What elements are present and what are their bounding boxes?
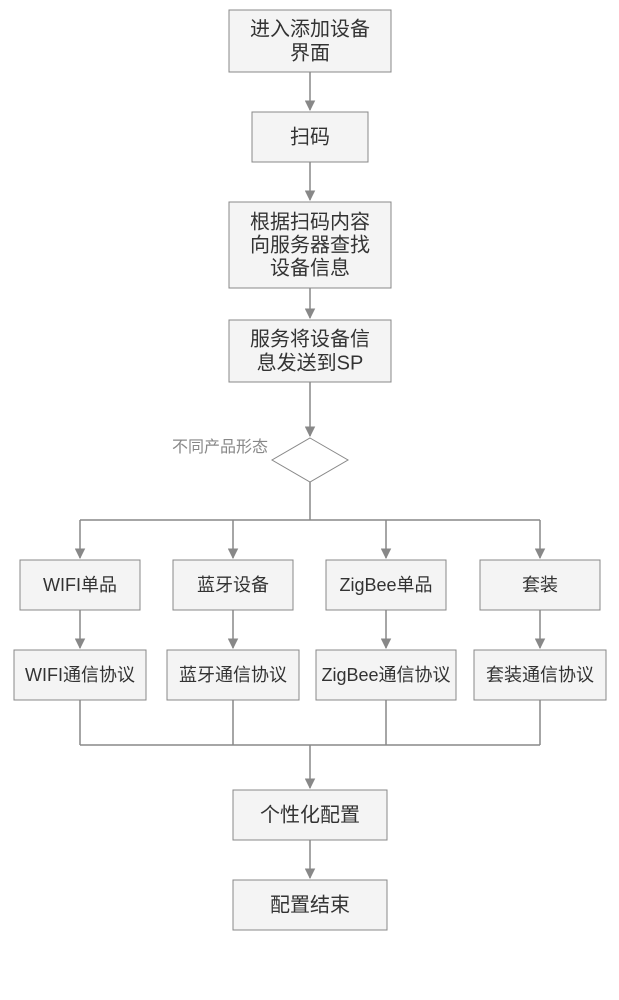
decision-label: 不同产品形态: [172, 438, 268, 456]
node-zigbee-protocol: ZigBee通信协议: [316, 650, 456, 700]
node-kit-device: 套装: [480, 560, 600, 610]
node-label: 配置结束: [270, 893, 350, 916]
node-label: 套装通信协议: [486, 665, 594, 685]
node-label: ZigBee单品: [339, 575, 432, 595]
node-label: WIFI单品: [43, 575, 117, 595]
node-label: 蓝牙设备: [197, 575, 269, 595]
node-personalized-config: 个性化配置: [233, 790, 387, 840]
node-label: ZigBee通信协议: [321, 665, 450, 685]
node-bluetooth-protocol: 蓝牙通信协议: [167, 650, 299, 700]
node-scan: 扫码: [252, 112, 368, 162]
node-bluetooth-device: 蓝牙设备: [173, 560, 293, 610]
decision-product-type: [272, 438, 348, 482]
node-label: 扫码: [290, 125, 330, 148]
node-kit-protocol: 套装通信协议: [474, 650, 606, 700]
node-label: 根据扫码内容: [250, 210, 370, 233]
node-wifi-device: WIFI单品: [20, 560, 140, 610]
node-label: 服务将设备信: [250, 327, 370, 350]
node-zigbee-device: ZigBee单品: [326, 560, 446, 610]
node-label: 息发送到SP: [257, 351, 364, 374]
node-query-server: 根据扫码内容 向服务器查找 设备信息: [229, 202, 391, 288]
node-config-end: 配置结束: [233, 880, 387, 930]
node-label: 界面: [290, 42, 330, 64]
node-wifi-protocol: WIFI通信协议: [14, 650, 146, 700]
flowchart-diagram: 进入添加设备 界面 扫码 根据扫码内容 向服务器查找 设备信息 服务将设备信 息…: [0, 0, 619, 1000]
node-label: 套装: [522, 575, 558, 595]
node-label: WIFI通信协议: [25, 665, 135, 685]
node-label: 向服务器查找: [250, 233, 370, 256]
node-label: 进入添加设备: [250, 17, 370, 40]
node-send-to-sp: 服务将设备信 息发送到SP: [229, 320, 391, 382]
node-enter-add-device: 进入添加设备 界面: [229, 10, 391, 72]
node-label: 蓝牙通信协议: [179, 665, 287, 685]
node-label: 个性化配置: [260, 803, 360, 826]
node-label: 设备信息: [270, 256, 350, 279]
